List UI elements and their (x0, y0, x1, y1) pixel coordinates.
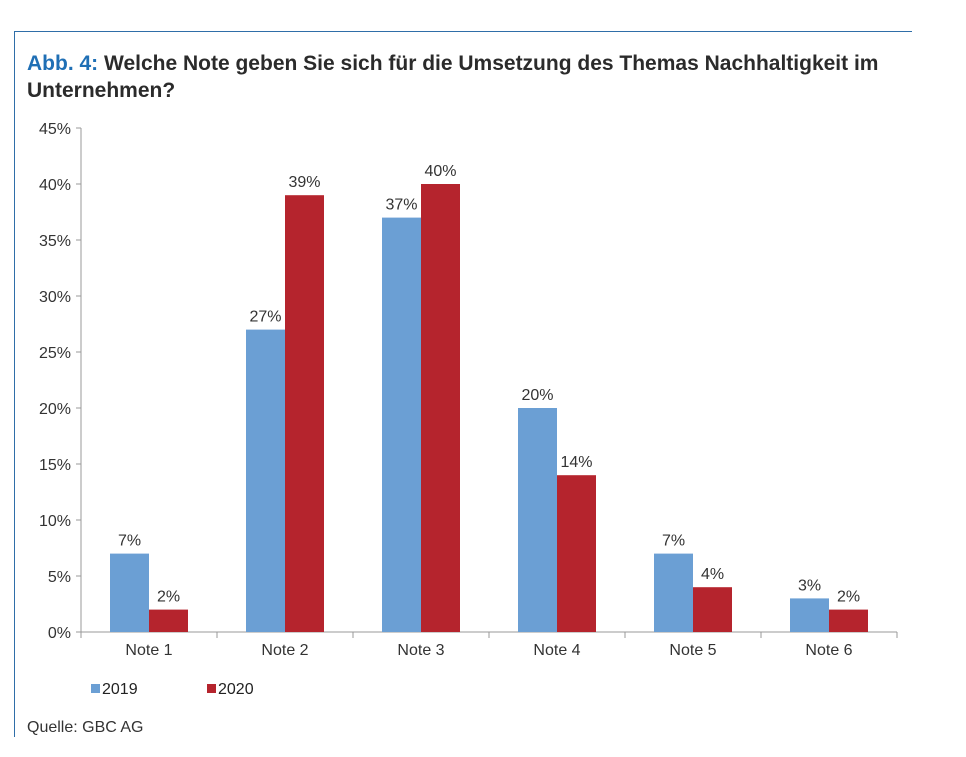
y-tick-label: 35% (39, 233, 71, 250)
x-category-label: Note 6 (805, 642, 852, 659)
bar-2020 (829, 609, 868, 632)
data-label-2019: 27% (249, 309, 281, 326)
y-tick-label: 10% (39, 513, 71, 530)
data-label-2019: 20% (521, 387, 553, 404)
data-label-2020: 4% (701, 566, 724, 583)
legend-label-2020: 2020 (218, 681, 254, 698)
data-label-2019: 3% (798, 577, 821, 594)
figure-number: Abb. 4: (27, 52, 99, 75)
y-tick-label: 40% (39, 177, 71, 194)
x-category-label: Note 2 (261, 642, 308, 659)
data-label-2020: 2% (157, 589, 180, 606)
chart-question: Welche Note geben Sie sich für die Umset… (27, 52, 879, 102)
bar-2019 (654, 553, 693, 632)
x-category-label: Note 4 (533, 642, 580, 659)
bar-2020 (149, 609, 188, 632)
bar-2019 (518, 408, 557, 632)
data-label-2020: 14% (560, 454, 592, 471)
bar-2020 (285, 195, 324, 632)
bar-2019 (246, 329, 285, 632)
x-category-label: Note 3 (397, 642, 444, 659)
frame-left-rule (14, 31, 15, 737)
chart-title: Abb. 4: Welche Note geben Sie sich für d… (27, 50, 907, 104)
legend-swatch-2019 (91, 684, 100, 693)
x-category-label: Note 5 (669, 642, 716, 659)
y-tick-label: 20% (39, 401, 71, 418)
bar-2020 (421, 184, 460, 632)
source-note: Quelle: GBC AG (27, 719, 144, 736)
y-tick-label: 25% (39, 345, 71, 362)
y-tick-label: 45% (39, 121, 71, 138)
bar-2020 (693, 587, 732, 632)
data-label-2020: 2% (837, 589, 860, 606)
legend-swatch-2020 (207, 684, 216, 693)
bar-2019 (382, 217, 421, 632)
x-category-label: Note 1 (125, 642, 172, 659)
y-tick-label: 15% (39, 457, 71, 474)
data-label-2019: 37% (385, 197, 417, 214)
data-label-2019: 7% (118, 533, 141, 550)
data-label-2020: 40% (424, 163, 456, 180)
data-label-2020: 39% (288, 174, 320, 191)
y-tick-label: 30% (39, 289, 71, 306)
bar-2019 (790, 598, 829, 632)
bar-2019 (110, 553, 149, 632)
legend-label-2019: 2019 (102, 681, 138, 698)
frame-top-rule (14, 31, 912, 32)
y-tick-label: 5% (48, 569, 71, 586)
y-tick-label: 0% (48, 625, 71, 642)
bar-2020 (557, 475, 596, 632)
data-label-2019: 7% (662, 533, 685, 550)
